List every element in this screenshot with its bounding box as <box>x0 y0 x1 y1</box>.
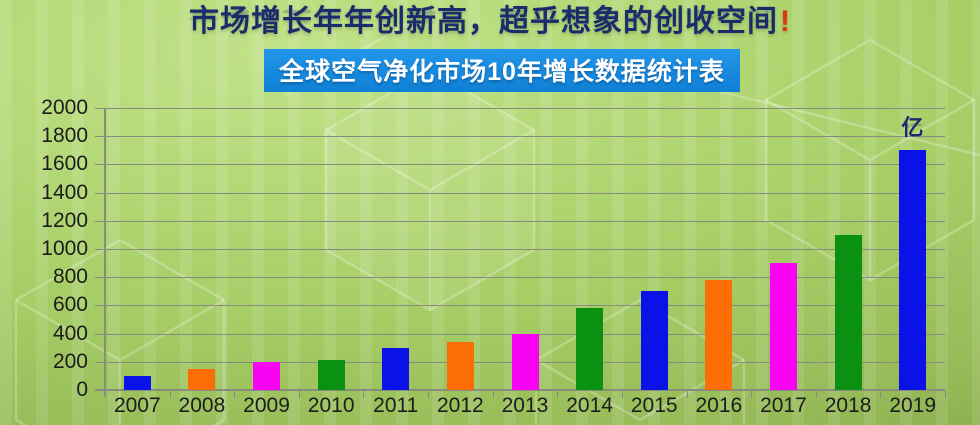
x-tick-mark <box>492 390 494 398</box>
x-tick-label: 2016 <box>695 394 743 417</box>
x-tick-mark <box>751 390 753 398</box>
x-axis-labels: 2007 2008 2009 2010 2011 2012 2013 2014 2015 2016… <box>105 394 945 422</box>
gridline <box>95 192 945 194</box>
y-tick-label: 1800 <box>41 124 88 148</box>
gridline <box>95 136 945 138</box>
gridline <box>95 305 945 307</box>
bar-2015 <box>640 291 668 390</box>
y-tick-label: 1000 <box>41 237 88 260</box>
subtitle-banner: 全球空气净化市场10年增长数据统计表 <box>264 49 740 92</box>
y-tick-label: 1200 <box>41 208 88 232</box>
x-tick-mark <box>621 390 623 398</box>
unit-label: 亿 <box>901 115 924 140</box>
x-tick-mark <box>815 390 817 398</box>
x-tick-mark <box>169 390 171 398</box>
title-text: 市场增长年年创新高，超乎想象的创收空间 <box>189 5 778 38</box>
bar-2008 <box>188 368 216 390</box>
y-tick-label: 1400 <box>41 180 88 204</box>
gridline <box>95 164 945 166</box>
x-tick-label: 2013 <box>501 394 549 417</box>
x-tick-mark <box>557 390 559 398</box>
x-tick-mark <box>880 390 882 398</box>
x-tick-mark <box>298 390 300 398</box>
y-tick-label: 1600 <box>41 152 88 176</box>
y-tick-label: 2000 <box>41 96 88 119</box>
y-tick-label: 800 <box>52 265 88 289</box>
subtitle-row: 全球空气净化市场10年增长数据统计表 <box>24 49 980 92</box>
y-axis-labels: 0 200 400 600 800 1000 1200 1400 1600 1800 2000 <box>0 97 88 401</box>
unit-label-reflection: 亿 <box>880 124 944 134</box>
y-tick-label: 0 <box>76 378 88 401</box>
bar-2017 <box>769 263 797 390</box>
gridline <box>95 249 945 250</box>
bar-2016 <box>705 280 733 390</box>
subtitle-text: 全球空气净化市场10年增长数据统计表 <box>279 58 725 86</box>
x-tick-mark <box>363 390 365 398</box>
x-tick-mark <box>686 390 688 398</box>
x-tick-label: 2009 <box>243 394 290 417</box>
y-tick-label: 400 <box>52 321 88 345</box>
x-tick-mark <box>234 390 236 398</box>
x-tick-mark <box>945 390 946 398</box>
x-tick-label: 2014 <box>566 394 613 417</box>
bar-2018 <box>834 234 862 390</box>
bar-2011 <box>382 347 410 390</box>
x-tick-label: 2018 <box>824 394 872 417</box>
x-tick-mark <box>105 390 106 398</box>
y-tick-label: 200 <box>52 349 88 373</box>
y-axis-line <box>104 108 106 396</box>
x-axis-line <box>95 389 945 391</box>
bar-2010 <box>317 360 345 390</box>
plot-area: 亿 亿 <box>95 108 946 398</box>
x-tick-label: 2008 <box>178 394 226 417</box>
bar-2013 <box>511 333 539 390</box>
bar-2009 <box>253 361 281 390</box>
bar-2007 <box>123 375 151 390</box>
bar-2012 <box>446 342 474 390</box>
gridline <box>95 108 945 109</box>
x-tick-label: 2011 <box>373 394 419 417</box>
bar-2019 <box>899 150 927 390</box>
x-tick-label: 2017 <box>760 394 807 417</box>
slide-title: 市场增长年年创新高，超乎想象的创收空间! <box>0 0 980 40</box>
gridline <box>95 277 945 279</box>
x-tick-label: 2015 <box>630 394 678 417</box>
y-tick-label: 600 <box>52 293 88 317</box>
x-tick-label: 2012 <box>437 394 484 417</box>
x-tick-label: 2010 <box>307 394 355 417</box>
x-tick-label: 2019 <box>889 394 937 417</box>
gridline <box>95 220 945 222</box>
x-tick-label: 2007 <box>113 394 161 417</box>
x-tick-mark <box>428 390 430 398</box>
bar-2014 <box>576 308 604 390</box>
title-exclamation: ! <box>780 5 791 38</box>
